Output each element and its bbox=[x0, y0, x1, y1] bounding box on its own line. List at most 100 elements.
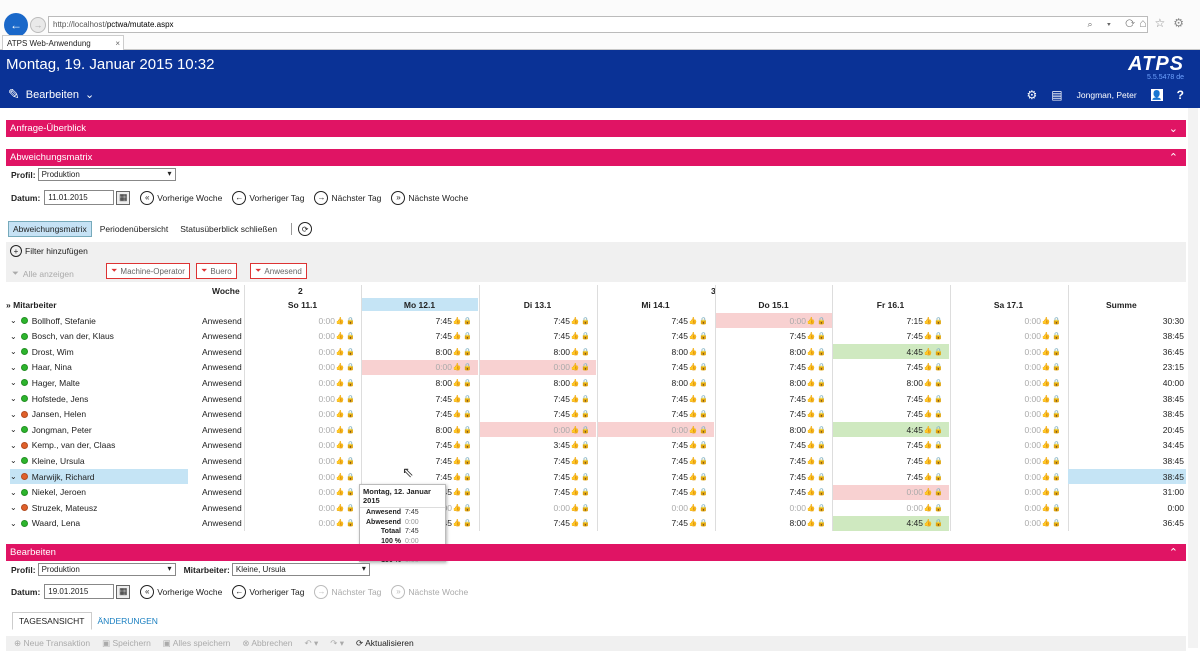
day-cell[interactable]: 0:00👍🔒 bbox=[245, 485, 361, 500]
approve-lock-icons[interactable]: 👍🔒 bbox=[1041, 364, 1063, 372]
day-cell[interactable]: 0:00👍🔒 bbox=[833, 484, 949, 500]
day-cell[interactable]: 7:45👍🔒 bbox=[362, 438, 478, 453]
approve-lock-icons[interactable]: 👍🔒 bbox=[688, 333, 710, 341]
edit-next-week-button[interactable]: » Nächste Woche bbox=[391, 584, 468, 599]
gear-icon[interactable]: ⚙ bbox=[1026, 88, 1038, 102]
approve-lock-icons[interactable]: 👍🔒 bbox=[688, 411, 710, 419]
day-cell[interactable]: 4:45 👍🔒 bbox=[833, 422, 949, 438]
back-button[interactable]: ← bbox=[4, 13, 28, 37]
day-cell[interactable]: 0:00👍🔒 bbox=[480, 500, 596, 515]
approve-lock-icons[interactable]: 👍🔒 bbox=[335, 317, 357, 325]
tab-periodenuebersicht[interactable]: Periodenübersicht bbox=[99, 224, 169, 234]
day-cell[interactable]: 0:00👍🔒 bbox=[245, 360, 361, 375]
approve-lock-icons[interactable]: 👍🔒 bbox=[335, 520, 357, 528]
approve-lock-icons[interactable]: 👍🔒 bbox=[806, 473, 828, 481]
day-cell[interactable]: 7:45👍🔒 bbox=[598, 391, 714, 406]
approve-lock-icons[interactable]: 👍🔒 bbox=[1041, 520, 1063, 528]
approve-lock-icons[interactable]: 👍🔒 bbox=[570, 520, 592, 528]
approve-lock-icons[interactable]: 👍🔒 bbox=[335, 395, 357, 403]
day-cell[interactable]: 0:00👍🔒 bbox=[951, 360, 1067, 375]
day-cell[interactable]: 7:45👍🔒 bbox=[480, 469, 596, 484]
expand-chevron-icon[interactable]: ⌄ bbox=[10, 472, 17, 481]
day-cell[interactable]: 7:45👍🔒 bbox=[716, 438, 832, 453]
prev-week-button[interactable]: «Vorherige Woche bbox=[140, 190, 222, 205]
approve-lock-icons[interactable]: 👍🔒 bbox=[335, 489, 357, 497]
browser-tab[interactable]: ATPS Web-Anwendung × bbox=[2, 35, 124, 50]
day-cell[interactable]: 0:00👍🔒 bbox=[245, 516, 361, 531]
user-name[interactable]: Jongman, Peter bbox=[1076, 90, 1137, 100]
day-cell[interactable]: 7:45👍🔒 bbox=[716, 407, 832, 422]
approve-lock-icons[interactable]: 👍🔒 bbox=[923, 364, 945, 372]
day-cell[interactable]: 7:45👍🔒 bbox=[480, 485, 596, 500]
approve-lock-icons[interactable]: 👍🔒 bbox=[570, 333, 592, 341]
expand-chevron-icon[interactable]: ⌄ bbox=[10, 394, 17, 403]
anfrage-panel-header[interactable]: Anfrage-Überblick ⌄ bbox=[6, 120, 1186, 137]
day-cell[interactable]: 0:00👍🔒 bbox=[951, 469, 1067, 484]
day-cell[interactable]: 7:45👍🔒 bbox=[598, 469, 714, 484]
approve-lock-icons[interactable]: 👍🔒 bbox=[806, 411, 828, 419]
approve-lock-icons[interactable]: 👍🔒 bbox=[806, 520, 828, 528]
approve-lock-icons[interactable]: 👍🔒 bbox=[452, 442, 474, 450]
filter-machine-operator[interactable]: ⏷ Machine-Operator bbox=[106, 263, 190, 279]
approve-lock-icons[interactable]: 👍🔒 bbox=[688, 457, 710, 465]
day-cell[interactable]: 7:45👍🔒 bbox=[716, 360, 832, 375]
approve-lock-icons[interactable]: 👍🔒 bbox=[923, 395, 945, 403]
day-cell[interactable]: 7:45👍🔒 bbox=[833, 329, 949, 344]
approve-lock-icons[interactable]: 👍🔒 bbox=[452, 348, 474, 356]
approve-lock-icons[interactable]: 👍🔒 bbox=[923, 457, 945, 465]
expand-chevron-icon[interactable]: ⌄ bbox=[10, 440, 17, 450]
day-cell[interactable]: 0:00👍🔒 bbox=[480, 359, 596, 375]
day-cell[interactable]: 0:00👍🔒 bbox=[951, 422, 1067, 437]
day-cell[interactable]: 7:45👍🔒 bbox=[833, 438, 949, 453]
approve-lock-icons[interactable]: 👍🔒 bbox=[806, 379, 828, 387]
day-cell[interactable]: 7:45👍🔒 bbox=[480, 407, 596, 422]
approve-lock-icons[interactable]: 👍🔒 bbox=[570, 473, 592, 481]
day-cell[interactable]: 0:00👍🔒 bbox=[951, 344, 1067, 359]
mitarbeiter-select[interactable]: Kleine, Ursula bbox=[231, 563, 370, 576]
day-cell[interactable]: 0:00👍🔒 bbox=[245, 453, 361, 468]
approve-lock-icons[interactable]: 👍🔒 bbox=[335, 457, 357, 465]
employee-row-name[interactable]: ⌄ Kleine, Ursula bbox=[10, 453, 188, 468]
datum-input[interactable]: 11.01.2015 bbox=[44, 190, 115, 205]
day-header[interactable]: Mi 14.1 bbox=[641, 299, 670, 310]
approve-lock-icons[interactable]: 👍🔒 bbox=[688, 504, 710, 512]
approve-lock-icons[interactable]: 👍🔒 bbox=[335, 426, 357, 434]
expand-chevron-icon[interactable]: ⌄ bbox=[10, 378, 17, 388]
approve-lock-icons[interactable]: 👍🔒 bbox=[570, 504, 592, 512]
approve-lock-icons[interactable]: 👍🔒 bbox=[570, 489, 592, 497]
matrix-panel-header[interactable]: Abweichungsmatrix ⌃ bbox=[6, 149, 1186, 166]
help-icon[interactable]: ? bbox=[1176, 88, 1184, 102]
approve-lock-icons[interactable]: 👍🔒 bbox=[923, 411, 945, 419]
day-cell[interactable]: 0:00👍🔒 bbox=[245, 407, 361, 422]
day-cell[interactable]: 8:00 👍🔒 bbox=[716, 344, 832, 359]
approve-lock-icons[interactable]: 👍🔒 bbox=[1041, 348, 1063, 356]
expand-chevron-icon[interactable]: ⌄ bbox=[10, 503, 17, 513]
refresh-icon[interactable]: ⟳ bbox=[298, 222, 313, 236]
chevron-up-icon[interactable]: ⌃ bbox=[1168, 547, 1178, 559]
day-cell[interactable]: 7:45👍🔒 bbox=[598, 360, 714, 375]
day-cell[interactable]: 0:00👍🔒 bbox=[951, 313, 1067, 328]
approve-lock-icons[interactable]: 👍🔒 bbox=[923, 442, 945, 450]
expand-chevron-icon[interactable]: ⌄ bbox=[10, 425, 17, 435]
day-cell[interactable]: 7:45👍🔒 bbox=[716, 329, 832, 344]
mitarbeiter-header[interactable]: » Mitarbeiter bbox=[6, 300, 57, 310]
approve-lock-icons[interactable]: 👍🔒 bbox=[688, 489, 710, 497]
day-header[interactable]: So 11.1 bbox=[287, 299, 318, 310]
calendar-icon[interactable]: ▦ bbox=[116, 190, 131, 205]
edit-menu[interactable]: ✎ Bearbeiten ⌄ bbox=[8, 86, 94, 103]
day-cell[interactable]: 0:00👍🔒 bbox=[598, 422, 714, 438]
day-cell[interactable]: 0:00👍🔒 bbox=[951, 329, 1067, 344]
day-cell[interactable]: 7:45👍🔒 bbox=[833, 391, 949, 406]
approve-lock-icons[interactable]: 👍🔒 bbox=[452, 426, 474, 434]
day-cell[interactable]: 0:00👍🔒 bbox=[245, 422, 361, 437]
approve-lock-icons[interactable]: 👍🔒 bbox=[688, 442, 710, 450]
day-cell[interactable]: 7:45👍🔒 bbox=[598, 313, 714, 328]
approve-lock-icons[interactable]: 👍🔒 bbox=[923, 489, 945, 497]
approve-lock-icons[interactable]: 👍🔒 bbox=[1041, 395, 1063, 403]
day-cell[interactable]: 8:00 👍🔒 bbox=[598, 375, 714, 390]
employee-row-name[interactable]: ⌄ Waard, Lena bbox=[10, 516, 188, 531]
expand-chevron-icon[interactable]: ⌄ bbox=[10, 456, 17, 466]
day-cell[interactable]: 0:00👍🔒 bbox=[362, 359, 478, 375]
save-button[interactable]: ▣ Speichern bbox=[102, 638, 151, 648]
day-cell[interactable]: 0:00👍🔒 bbox=[598, 500, 714, 515]
